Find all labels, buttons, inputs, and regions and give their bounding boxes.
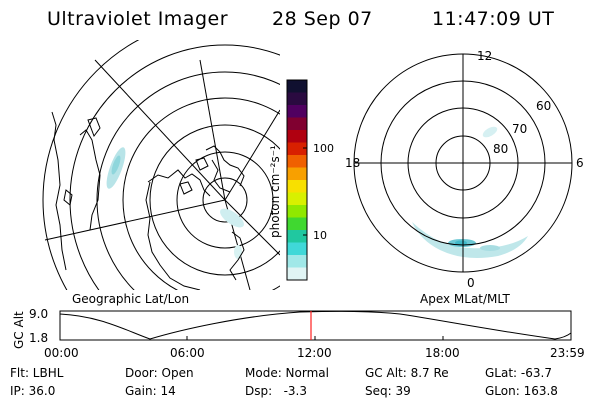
status-glat: GLat: -63.7 xyxy=(485,366,552,380)
orbit-x-tick-2359: 23:59 xyxy=(550,346,585,360)
orbit-x-tick-1200: 12:00 xyxy=(297,346,332,360)
mlat-label-60: 60 xyxy=(536,99,551,113)
apex-panel-label: Apex MLat/MLT xyxy=(420,292,510,306)
orbit-y-tick-high: 9.0 xyxy=(29,307,48,321)
colorbar-swatch xyxy=(287,180,307,193)
status-seq: Seq: 39 xyxy=(365,384,411,398)
status-gc-alt: GC Alt: 8.7 Re xyxy=(365,366,449,380)
orbit-plot-frame xyxy=(59,310,572,341)
geographic-map xyxy=(42,40,280,290)
colorbar-swatch xyxy=(287,217,307,231)
colorbar-swatch xyxy=(287,142,307,156)
colorbar-swatch xyxy=(287,242,307,256)
colorbar-tick-10: 10 xyxy=(313,229,327,242)
colorbar-ticks xyxy=(303,147,307,236)
geo-aurora-emission xyxy=(106,147,244,259)
orbit-y-axis-label: GC Alt xyxy=(12,311,26,349)
instrument-title: Ultraviolet Imager xyxy=(47,8,229,30)
orbit-x-ticks xyxy=(59,336,572,340)
status-gain: Gain: 14 xyxy=(125,384,176,398)
colorbar-swatch xyxy=(287,192,307,206)
status-filter: Flt: LBHL xyxy=(10,366,64,380)
mlt-axes xyxy=(354,54,572,272)
colorbar-swatch xyxy=(287,105,307,118)
orbit-y-tick-low: 1.8 xyxy=(29,331,48,345)
colorbar-swatch xyxy=(287,117,307,131)
geographic-panel-label: Geographic Lat/Lon xyxy=(72,292,189,306)
mlt-label-dawn: 6 xyxy=(576,156,584,170)
orbit-altitude-curve xyxy=(59,310,572,340)
status-dsp: Dsp: -3.3 xyxy=(245,384,308,398)
colorbar-frame xyxy=(286,79,308,281)
colorbar-swatch xyxy=(287,267,307,281)
mlt-label-dusk: 18 xyxy=(345,156,360,170)
mlt-label-noon: 12 xyxy=(477,49,492,63)
orbit-x-tick-1800: 18:00 xyxy=(425,346,460,360)
status-glon: GLon: 163.8 xyxy=(485,384,558,398)
colorbar-swatch xyxy=(287,80,307,93)
colorbar xyxy=(287,80,307,281)
colorbar-swatch xyxy=(287,155,307,168)
orbit-altitude-plot xyxy=(59,310,572,341)
mlat-label-80: 80 xyxy=(493,142,508,156)
mlt-label-midnight: 0 xyxy=(467,276,475,290)
geo-latitude-circles xyxy=(42,40,280,290)
status-mode: Mode: Normal xyxy=(245,366,329,380)
time-label: 11:47:09 UT xyxy=(432,8,555,30)
mlat-label-70: 70 xyxy=(512,122,527,136)
apex-polar-plot xyxy=(353,53,573,273)
colorbar-swatch xyxy=(287,255,307,268)
date-label: 28 Sep 07 xyxy=(272,8,373,30)
orbit-x-tick-0600: 06:00 xyxy=(170,346,205,360)
colorbar-unit-label: photon cm⁻²s⁻¹ xyxy=(268,145,282,238)
colorbar-swatch xyxy=(287,167,307,181)
colorbar-tick-100: 100 xyxy=(313,142,334,155)
geo-longitude-lines xyxy=(44,59,280,290)
colorbar-swatch xyxy=(287,205,307,218)
colorbar-swatch xyxy=(287,92,307,106)
status-ip: IP: 36.0 xyxy=(10,384,56,398)
geo-coastlines xyxy=(51,111,245,290)
orbit-x-tick-0000: 00:00 xyxy=(44,346,79,360)
colorbar-swatch xyxy=(287,130,307,143)
colorbar-swatch xyxy=(287,230,307,243)
status-door: Door: Open xyxy=(125,366,194,380)
